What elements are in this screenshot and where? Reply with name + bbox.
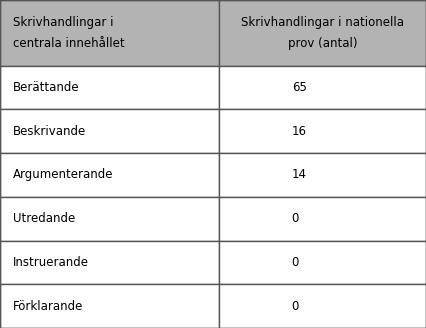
Text: Skrivhandlingar i
centrala innehållet: Skrivhandlingar i centrala innehållet [13,16,124,50]
Text: Skrivhandlingar i nationella
prov (antal): Skrivhandlingar i nationella prov (antal… [241,16,404,50]
Text: Utredande: Utredande [13,212,75,225]
Text: 16: 16 [292,125,307,138]
Text: Beskrivande: Beskrivande [13,125,86,138]
Bar [219,66,426,109]
Text: Förklarande: Förklarande [13,300,83,313]
Bar [0,240,219,284]
Text: 0: 0 [292,256,299,269]
Bar [0,66,219,109]
Text: Berättande: Berättande [13,81,79,94]
Text: 0: 0 [292,300,299,313]
Bar [219,153,426,197]
Bar [219,197,426,240]
Bar [219,0,426,66]
Bar [0,0,219,66]
Bar [219,109,426,153]
Bar [219,240,426,284]
Text: 14: 14 [292,169,307,181]
Text: 65: 65 [292,81,307,94]
Text: Argumenterande: Argumenterande [13,169,113,181]
Text: 0: 0 [292,212,299,225]
Text: Instruerande: Instruerande [13,256,89,269]
Bar [0,284,219,328]
Bar [219,284,426,328]
Bar [0,197,219,240]
Bar [0,153,219,197]
Bar [0,109,219,153]
